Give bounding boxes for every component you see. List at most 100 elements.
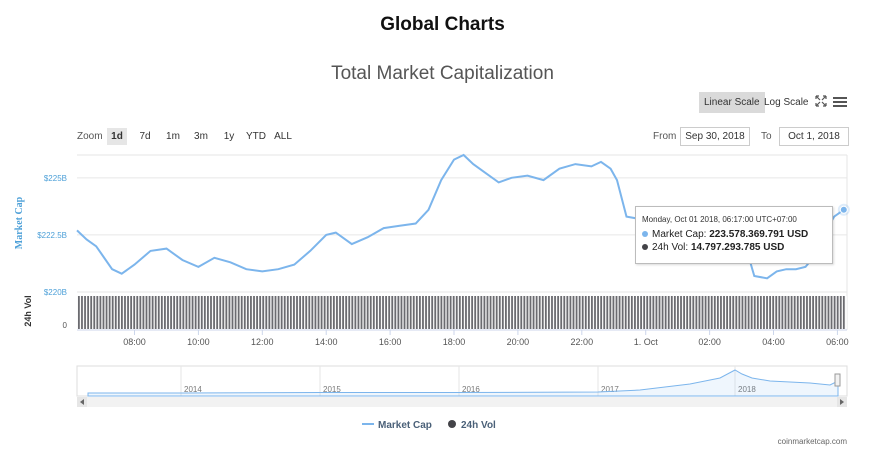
navigator-year-label: 2014 <box>184 385 202 394</box>
volume-bar <box>342 296 344 329</box>
volume-bar <box>308 296 311 329</box>
volume-bar <box>670 296 673 329</box>
zoom-all-button[interactable]: ALL <box>274 131 292 142</box>
zoom-1d-button[interactable]: 1d <box>107 128 127 145</box>
x-tick-label: 08:00 <box>123 337 146 347</box>
volume-bar <box>188 296 191 329</box>
y-tick-label: $225B <box>44 174 67 183</box>
volume-bar <box>286 296 289 329</box>
volume-bar <box>790 296 793 329</box>
navigator-frame <box>76 365 848 397</box>
legend-vol-label: 24h Vol <box>461 420 496 431</box>
volume-bar <box>194 296 197 329</box>
volume-bar <box>501 296 504 329</box>
volume-bar <box>213 296 215 329</box>
volume-bar <box>191 296 194 329</box>
zoom-1m-button[interactable]: 1m <box>166 131 180 142</box>
menu-icon[interactable] <box>833 96 847 108</box>
zoom-1y-button[interactable]: 1y <box>223 131 235 142</box>
to-date-input[interactable]: Oct 1, 2018 <box>779 127 849 146</box>
tooltip-market-cap-label: Market Cap: <box>652 229 707 240</box>
volume-bar <box>458 296 461 329</box>
volume-bar <box>127 296 129 329</box>
volume-bar <box>99 296 102 329</box>
volume-bar <box>836 296 839 329</box>
volume-bar <box>704 296 707 329</box>
fullscreen-icon[interactable] <box>815 95 827 107</box>
volume-bar <box>581 296 584 329</box>
volume-bar <box>505 296 507 329</box>
volume-bar <box>311 296 314 329</box>
volume-bar <box>366 296 369 329</box>
scrollbar-track[interactable] <box>77 397 847 407</box>
volume-bar <box>680 296 682 329</box>
volume-bar <box>136 296 139 329</box>
volume-bar <box>775 296 778 329</box>
volume-bar <box>296 296 298 329</box>
volume-bar <box>511 296 513 329</box>
volume-bar <box>339 296 341 329</box>
volume-bar <box>160 296 163 329</box>
volume-bar <box>716 296 719 329</box>
volume-bar <box>563 296 566 329</box>
to-label: To <box>761 131 772 142</box>
navigator-handle[interactable] <box>834 373 841 387</box>
volume-bar <box>133 296 136 329</box>
zoom-7d-button[interactable]: 7d <box>139 131 151 142</box>
volume-bar <box>526 296 529 329</box>
volume-bar <box>695 296 698 329</box>
volume-bar <box>360 296 363 329</box>
volume-bar <box>744 296 747 329</box>
volume-bar <box>87 296 90 329</box>
volume-bar <box>440 296 443 329</box>
volume-bar <box>738 296 741 329</box>
linear-scale-button[interactable]: Linear Scale <box>699 92 765 113</box>
volume-bar <box>271 296 274 329</box>
volume-bar <box>409 296 412 329</box>
volume-bar <box>827 296 830 329</box>
volume-bar <box>637 296 639 329</box>
volume-bar <box>812 296 815 329</box>
x-tick-label: 02:00 <box>698 337 721 347</box>
volume-bar <box>231 296 234 329</box>
volume-bar <box>667 296 670 329</box>
volume-bar <box>796 296 799 329</box>
volume-bar <box>332 296 335 329</box>
volume-bar <box>750 296 753 329</box>
volume-bar <box>612 296 615 329</box>
volume-bar <box>597 296 599 329</box>
volume-bar <box>483 296 486 329</box>
volume-bar <box>673 296 676 329</box>
volume-bar <box>357 296 360 329</box>
x-tick-label: 14:00 <box>315 337 338 347</box>
zoom-ytd-button[interactable]: YTD <box>246 131 266 142</box>
y-axis-title: Market Cap <box>14 196 25 249</box>
volume-bar <box>145 296 148 329</box>
tooltip-market-cap-row: Market Cap: 223.578.369.791 USD <box>642 229 808 240</box>
zoom-label: Zoom <box>77 131 103 142</box>
volume-bar <box>492 296 495 329</box>
volume-bar <box>729 296 732 329</box>
volume-bar <box>664 296 667 329</box>
volume-bar <box>354 296 357 329</box>
volume-bar <box>541 296 544 329</box>
navigator-year-label: 2016 <box>462 385 480 394</box>
volume-bar <box>778 296 781 329</box>
volume-bar <box>480 296 483 329</box>
volume-bar <box>683 296 685 329</box>
volume-bar <box>418 296 421 329</box>
volume-bar <box>809 296 811 329</box>
volume-bar <box>723 296 725 329</box>
zoom-3m-button[interactable]: 3m <box>194 131 208 142</box>
volume-bar <box>474 296 477 329</box>
volume-bar <box>351 296 354 329</box>
tooltip-vol-row: 24h Vol: 14.797.293.785 USD <box>642 242 784 253</box>
volume-bar <box>646 296 649 329</box>
log-scale-button[interactable]: Log Scale <box>764 97 809 108</box>
credit-link[interactable]: coinmarketcap.com <box>777 437 847 446</box>
volume-bar <box>363 296 366 329</box>
from-date-input[interactable]: Sep 30, 2018 <box>680 127 750 146</box>
volume-bar <box>839 296 842 329</box>
volume-bar <box>609 296 612 329</box>
volume-bar <box>305 296 308 329</box>
